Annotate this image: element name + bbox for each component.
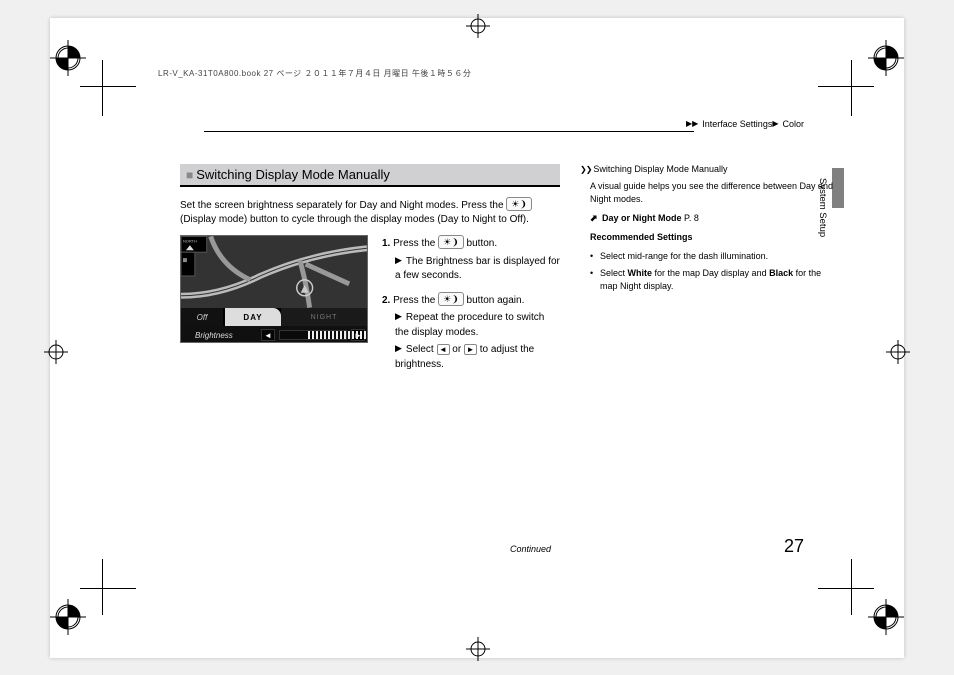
mode-off: Off xyxy=(181,308,223,326)
nav-display-screenshot: NORTH Off DAY NIGHT Brightness ◄ ► xyxy=(180,235,368,343)
note-header: ❯❯Switching Display Mode Manually xyxy=(580,164,834,174)
breadcrumb-level2: Color xyxy=(782,119,804,129)
main-left-column: ■Switching Display Mode Manually Set the… xyxy=(180,164,560,380)
crop-cross-icon xyxy=(466,14,490,38)
source-file-stamp: LR-V_KA-31T0A800.book 27 ページ ２０１１年７月４日 月… xyxy=(158,68,471,79)
brightness-slider xyxy=(279,330,347,340)
crop-cross-icon xyxy=(44,340,68,364)
brightness-label: Brightness xyxy=(195,331,259,340)
triangle-bullet-icon: ▶ xyxy=(395,342,402,355)
double-chevron-icon: ❯❯ xyxy=(580,165,591,174)
trim-line xyxy=(818,588,874,589)
trim-line xyxy=(102,60,103,116)
step-2: 2. Press the ☀❩ button again. ▶Repeat th… xyxy=(382,292,560,373)
note-bullet: Select mid-range for the dash illuminati… xyxy=(590,250,834,263)
header-rule xyxy=(204,131,694,132)
trim-line xyxy=(851,60,852,116)
triangle-bullet-icon: ▶ xyxy=(395,310,402,323)
note-subhead: Recommended Settings xyxy=(590,231,834,244)
display-mode-button-icon: ☀❩ xyxy=(506,197,532,211)
trim-line xyxy=(102,559,103,615)
heading-text: Switching Display Mode Manually xyxy=(196,167,390,182)
chevron-icon: ▶ xyxy=(772,119,778,128)
cross-reference: ⬈Day or Night Mode P. 8 xyxy=(590,212,834,225)
mode-night: NIGHT xyxy=(281,308,367,326)
continued-label: Continued xyxy=(510,544,551,554)
breadcrumb: ▶▶ Interface Settings▶ Color xyxy=(686,119,804,129)
svg-text:NORTH: NORTH xyxy=(183,238,197,243)
right-arrow-button-icon: ► xyxy=(464,344,477,355)
crop-cross-icon xyxy=(886,340,910,364)
triangle-bullet-icon: ▶ xyxy=(395,254,402,267)
display-mode-button-icon: ☀❩ xyxy=(438,235,464,249)
brightness-left-icon: ◄ xyxy=(261,329,275,341)
steps-list: 1. Press the ☀❩ button. ▶The Brightness … xyxy=(382,235,560,380)
heading-bullet-icon: ■ xyxy=(186,168,193,182)
display-mode-button-icon: ☀❩ xyxy=(438,292,464,306)
section-heading: ■Switching Display Mode Manually xyxy=(180,164,560,187)
page-number: 27 xyxy=(784,536,804,557)
roads-icon: NORTH xyxy=(181,236,367,308)
brightness-row: Brightness ◄ ► xyxy=(181,326,367,343)
sidebar-notes: ❯❯Switching Display Mode Manually A visu… xyxy=(580,164,834,297)
mode-day: DAY xyxy=(225,308,281,326)
crop-cross-icon xyxy=(466,637,490,661)
link-icon: ⬈ xyxy=(590,212,602,225)
breadcrumb-level1: Interface Settings xyxy=(702,119,772,129)
trim-line xyxy=(818,86,874,87)
chevron-icon: ▶▶ xyxy=(686,119,698,128)
trim-line xyxy=(80,588,136,589)
trim-line xyxy=(851,559,852,615)
intro-paragraph: Set the screen brightness separately for… xyxy=(180,197,560,227)
trim-line xyxy=(80,86,136,87)
step-1: 1. Press the ☀❩ button. ▶The Brightness … xyxy=(382,235,560,284)
left-arrow-button-icon: ◄ xyxy=(437,344,450,355)
note-paragraph: A visual guide helps you see the differe… xyxy=(590,180,834,206)
note-bullet: Select White for the map Day display and… xyxy=(590,267,834,293)
mode-row: Off DAY NIGHT xyxy=(181,308,367,326)
